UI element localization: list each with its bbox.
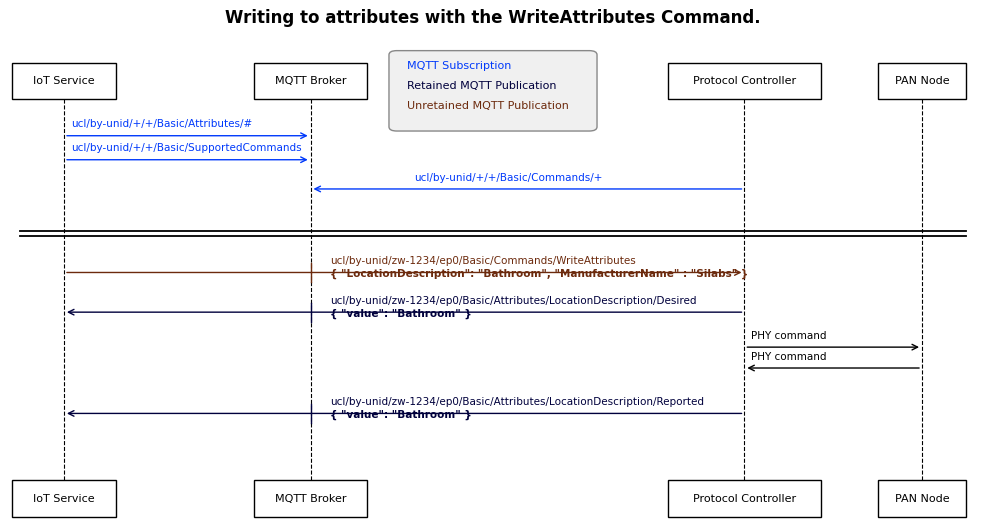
Text: ucl/by-unid/zw-1234/ep0/Basic/Commands/WriteAttributes: ucl/by-unid/zw-1234/ep0/Basic/Commands/W… — [330, 256, 636, 266]
Bar — [254, 63, 367, 99]
Bar — [669, 63, 820, 99]
Text: IoT Service: IoT Service — [34, 76, 95, 86]
Text: MQTT Broker: MQTT Broker — [275, 76, 346, 86]
Text: PAN Node: PAN Node — [894, 493, 950, 504]
Text: MQTT Subscription: MQTT Subscription — [406, 61, 511, 72]
Text: Writing to attributes with the WriteAttributes Command.: Writing to attributes with the WriteAttr… — [225, 9, 761, 27]
Text: MQTT Broker: MQTT Broker — [275, 493, 346, 504]
Text: PHY command: PHY command — [751, 331, 827, 341]
Text: IoT Service: IoT Service — [34, 493, 95, 504]
Text: ucl/by-unid/zw-1234/ep0/Basic/Attributes/LocationDescription/Reported: ucl/by-unid/zw-1234/ep0/Basic/Attributes… — [330, 397, 704, 407]
Text: { "value": "Bathroom" }: { "value": "Bathroom" } — [330, 309, 472, 319]
FancyBboxPatch shape — [388, 51, 597, 131]
Text: PAN Node: PAN Node — [894, 76, 950, 86]
Text: Protocol Controller: Protocol Controller — [693, 76, 796, 86]
Text: ucl/by-unid/zw-1234/ep0/Basic/Attributes/LocationDescription/Desired: ucl/by-unid/zw-1234/ep0/Basic/Attributes… — [330, 296, 697, 306]
Text: PHY command: PHY command — [751, 352, 827, 362]
Text: ucl/by-unid/+/+/Basic/Commands/+: ucl/by-unid/+/+/Basic/Commands/+ — [414, 173, 602, 183]
Bar — [878, 63, 966, 99]
Bar — [878, 480, 966, 517]
Text: Unretained MQTT Publication: Unretained MQTT Publication — [406, 101, 569, 111]
Text: { "value": "Bathroom" }: { "value": "Bathroom" } — [330, 410, 472, 420]
Text: ucl/by-unid/+/+/Basic/SupportedCommands: ucl/by-unid/+/+/Basic/SupportedCommands — [71, 144, 302, 153]
Bar — [13, 480, 116, 517]
Bar — [669, 480, 820, 517]
Bar — [254, 480, 367, 517]
Text: Retained MQTT Publication: Retained MQTT Publication — [406, 81, 556, 91]
Bar — [13, 63, 116, 99]
Text: ucl/by-unid/+/+/Basic/Attributes/#: ucl/by-unid/+/+/Basic/Attributes/# — [71, 120, 252, 129]
Text: Protocol Controller: Protocol Controller — [693, 493, 796, 504]
Text: { "LocationDescription": "Bathroom", "ManufacturerName" : "Silabs" }: { "LocationDescription": "Bathroom", "Ma… — [330, 269, 748, 279]
